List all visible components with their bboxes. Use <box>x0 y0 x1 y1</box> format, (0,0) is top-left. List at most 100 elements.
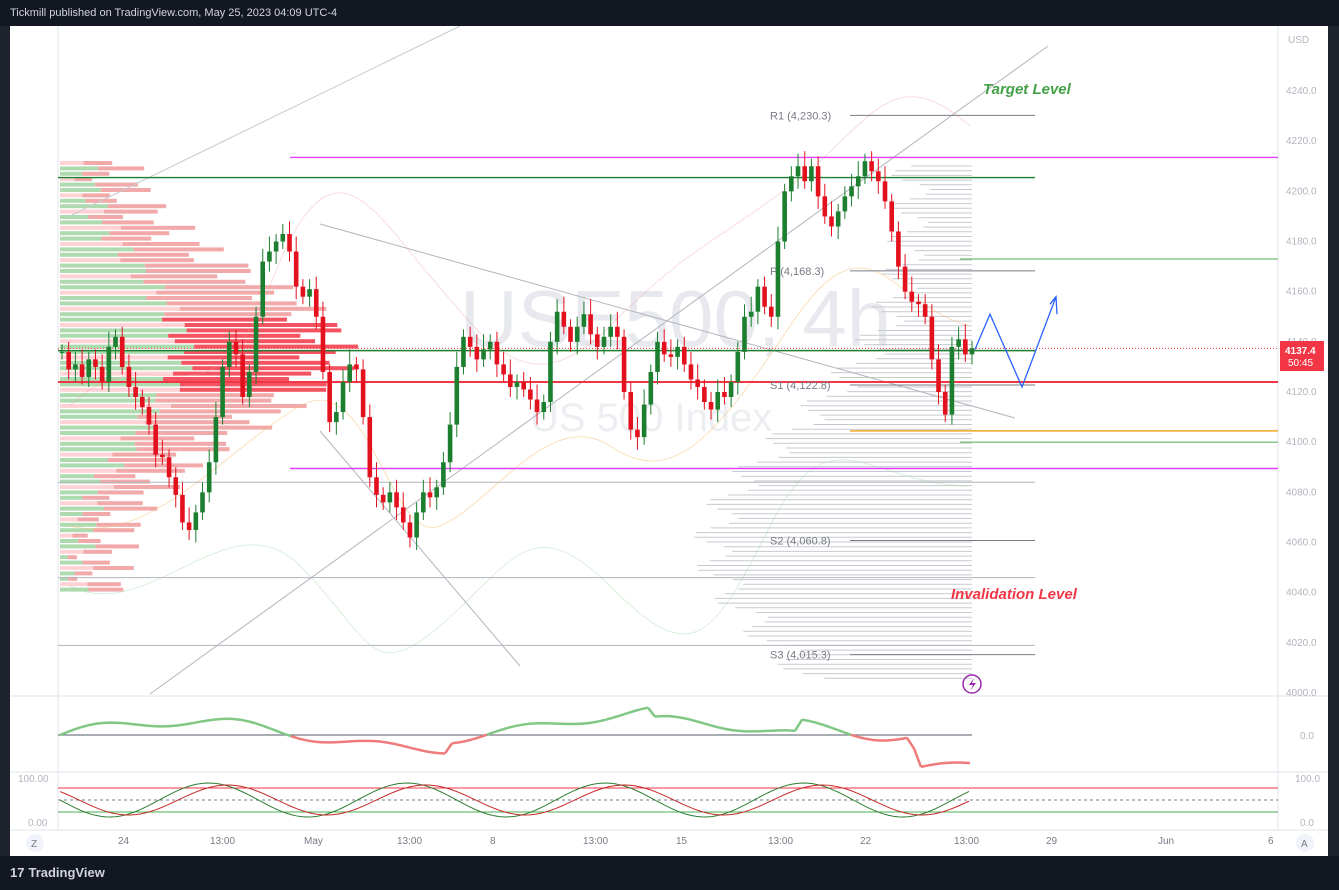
candle-body <box>936 359 941 392</box>
candle-body <box>113 336 118 347</box>
candle-body <box>708 402 714 410</box>
target-level-annotation: Target Level <box>983 81 1072 98</box>
profile-bar-red <box>82 495 110 500</box>
profile-bar-green <box>60 344 195 349</box>
lightning-icon[interactable] <box>962 674 982 694</box>
candle-body <box>815 166 821 197</box>
osc1-segment <box>374 739 383 744</box>
candle-body <box>454 366 460 425</box>
candle-body <box>521 381 526 390</box>
profile-bar-red <box>95 544 139 549</box>
profile-bar-green <box>60 393 157 398</box>
candle-body <box>842 196 848 212</box>
pivot-label: P (4,168.3) <box>770 266 824 278</box>
time-axis[interactable]: 24 13:00 May 13:00 8 13:00 15 13:00 22 13:00 29 Jun… <box>118 836 1274 847</box>
profile-bar-red <box>159 409 281 414</box>
osc1-segment <box>920 764 929 769</box>
candle-body <box>929 316 935 360</box>
time-tick-label: 13:00 <box>768 836 793 847</box>
candle-body <box>73 364 78 370</box>
profile-bar-red <box>155 398 272 403</box>
profile-bar-green <box>60 306 180 311</box>
profile-bar-green <box>60 193 83 198</box>
band-line <box>69 459 971 654</box>
candle-body <box>889 201 895 232</box>
candle-body <box>755 286 761 312</box>
osc1-segment <box>654 714 663 718</box>
candle-body <box>608 326 613 337</box>
osc1-segment <box>912 747 923 768</box>
profile-bar-green <box>60 560 83 565</box>
candle-body <box>233 341 239 355</box>
profile-bar-green <box>60 458 108 462</box>
price-tick-label: 4180.0 <box>1286 237 1317 248</box>
osc1-segment <box>94 721 103 726</box>
candle-body <box>969 348 975 355</box>
candle-body <box>668 354 674 357</box>
profile-bar-red <box>82 171 110 176</box>
candle-body <box>414 512 419 538</box>
candle-body <box>300 286 306 297</box>
profile-bar-green <box>60 252 118 257</box>
profile-bar-red <box>135 431 228 435</box>
osc1-segment <box>269 727 278 733</box>
osc1-segment <box>87 722 96 727</box>
profile-bar-green <box>60 436 121 441</box>
profile-bar-green <box>60 296 147 300</box>
candle-body <box>374 477 379 495</box>
candle-body <box>240 354 245 398</box>
profile-bar-green <box>60 474 94 479</box>
profile-bar-green <box>60 290 157 295</box>
candle-body <box>313 289 319 317</box>
candle-body <box>655 341 660 372</box>
profile-bar-green <box>60 198 86 203</box>
price-chart[interactable]: USE500, 4h US 500 Index R1 (4,230.3)P (4… <box>10 25 1328 856</box>
candle-body <box>226 341 232 367</box>
profile-bar-green <box>60 247 134 252</box>
tradingview-logo[interactable]: 17 TradingView <box>10 865 105 880</box>
projection-arrowhead <box>1049 294 1058 315</box>
profile-bar-red <box>67 555 77 560</box>
price-tick-label: 4200.0 <box>1286 186 1317 197</box>
profile-bar-red <box>117 252 189 257</box>
candle-body <box>86 359 92 377</box>
candle-body <box>474 346 480 360</box>
profile-bar-red <box>156 290 275 295</box>
profile-bar-green <box>60 225 121 230</box>
osc2-bottom-left: 0.00 <box>28 818 48 829</box>
profile-bar-green <box>60 177 75 182</box>
osc1-segment <box>171 724 180 728</box>
chart-frame[interactable]: USE500, 4h US 500 Index R1 (4,230.3) P (4… <box>10 25 1328 856</box>
price-tick-label: 4100.0 <box>1286 437 1317 448</box>
osc1-segment <box>73 726 82 731</box>
profile-bar-red <box>93 474 136 479</box>
profile-bar-red <box>97 501 143 506</box>
osc1-segment <box>276 729 285 735</box>
profile-bar-green <box>60 182 96 187</box>
auto-scale-button[interactable] <box>1296 834 1314 852</box>
profile-bar-green <box>60 468 117 473</box>
profile-bar-green <box>60 447 137 452</box>
profile-bar-red <box>133 247 224 252</box>
osc1-zero-label: 0.0 <box>1300 731 1314 742</box>
profile-bar-green <box>60 171 83 176</box>
oscillator-pane-2 <box>58 782 1278 818</box>
osc1-segment <box>395 743 404 748</box>
time-tick-label: 13:00 <box>210 836 235 847</box>
profile-bar-green <box>60 571 75 576</box>
profile-bar-green <box>60 485 115 489</box>
candle-body <box>508 374 513 387</box>
price-tick-label: 4060.0 <box>1286 538 1317 549</box>
profile-bar-green <box>60 215 89 219</box>
candle-body <box>200 492 205 513</box>
osc1-segment <box>808 719 817 724</box>
profile-bar-red <box>114 485 181 489</box>
candle-body <box>822 196 828 217</box>
osc1-segment <box>941 761 950 765</box>
candle-body <box>809 166 814 182</box>
trend-lines <box>69 25 1049 695</box>
zoom-button-left[interactable] <box>26 834 44 852</box>
price-axis[interactable]: 4240.04220.04200.04180.04160.04140.04120… <box>1286 86 1317 699</box>
osc1-segment <box>801 718 810 723</box>
osc1-segment <box>668 714 677 719</box>
